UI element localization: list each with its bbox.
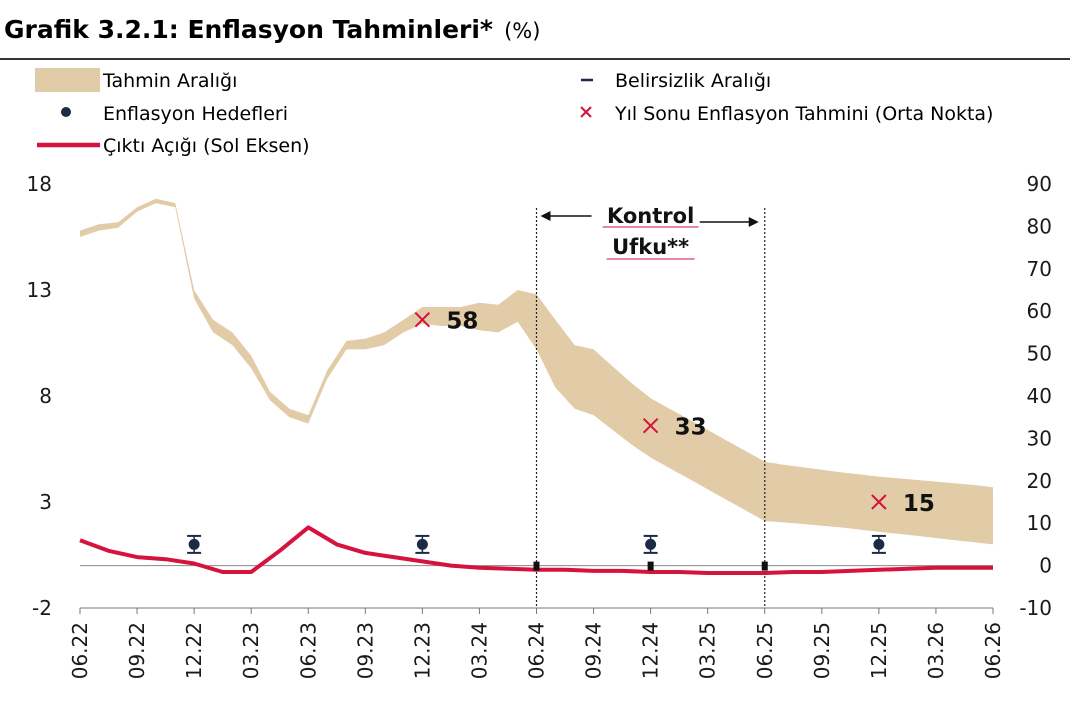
axes: 18 13 8 3 -2 90 80 70 60 50 40 30 20 10 0 -10 06.22 09.22… [27, 172, 1052, 679]
x-axis-tick-label: 09.25 [810, 622, 834, 679]
inflation-targets [187, 534, 886, 554]
left-axis-tick-label: -2 [32, 596, 52, 620]
right-axis-tick-label: 70 [1027, 257, 1052, 281]
control-horizon: Kontrol Ufku** [535, 204, 766, 608]
forecast-marker [642, 417, 659, 434]
right-axis-tick-label: 10 [1027, 511, 1052, 535]
x-axis-tick-label: 06.22 [68, 622, 92, 679]
chart-title: Grafik 3.2.1: Enflasyon Tahminleri* (%) [4, 15, 540, 44]
target-point [188, 538, 200, 550]
left-axis-tick-label: 8 [39, 384, 52, 408]
forecast-value-label: 58 [446, 309, 478, 335]
uncertainty-markers [533, 561, 768, 571]
x-axis-tick-label: 06.24 [525, 622, 549, 679]
legend-band-label: Tahmin Aralığı [102, 70, 237, 92]
uncertainty-marker [533, 561, 540, 571]
legend-band-swatch [35, 68, 100, 92]
forecast-band-area [80, 198, 993, 545]
right-axis-tick-label: 90 [1027, 172, 1052, 196]
legend-forecast-swatch [580, 106, 592, 118]
forecast-value-label: 33 [675, 415, 707, 441]
right-axis-tick-label: 40 [1027, 384, 1052, 408]
right-axis-tick-label: 30 [1027, 426, 1052, 450]
right-axis-tick-label: 20 [1027, 469, 1052, 493]
x-axis-tick-label: 12.23 [410, 622, 434, 679]
control-horizon-label-line2: Ufku** [612, 235, 689, 259]
control-arrow-left-head [540, 211, 551, 221]
legend-uncertainty-label: Belirsizlik Aralığı [615, 70, 771, 92]
x-axis-tick-label: 03.25 [696, 622, 720, 679]
forecast-band [80, 198, 993, 545]
uncertainty-marker [647, 561, 654, 571]
right-axis-tick-label: 0 [1039, 554, 1052, 578]
forecast-value-label: 15 [903, 491, 935, 517]
left-axis-tick-label: 13 [27, 278, 52, 302]
forecast-marker [414, 311, 431, 328]
right-axis-tick-label: 80 [1027, 214, 1052, 238]
legend: Tahmin Aralığı Belirsizlik Aralığı Enfla… [35, 68, 993, 157]
right-axis-tick-label: 60 [1027, 299, 1052, 323]
x-axis-tick-label: 06.25 [753, 622, 777, 679]
x-axis-tick-label: 09.23 [353, 622, 377, 679]
x-axis-tick-label: 09.22 [125, 622, 149, 679]
legend-targets-label: Enflasyon Hedefleri [103, 103, 288, 125]
forecast-marker [871, 494, 887, 510]
control-arrow-right-head [748, 217, 759, 227]
x-axis-tick-label: 06.26 [981, 622, 1005, 679]
legend-forecast-label: Yıl Sonu Enflasyon Tahmini (Orta Nokta) [614, 103, 993, 125]
target-point [645, 538, 657, 550]
uncertainty-marker [761, 561, 768, 571]
x-axis-tick-label: 12.22 [182, 622, 206, 679]
x-axis-tick-label: 03.24 [467, 622, 491, 679]
right-axis-tick-label: 50 [1027, 342, 1052, 366]
x-axis-tick-label: 03.26 [924, 622, 948, 679]
x-axis-tick-label: 12.24 [639, 622, 663, 679]
x-axis-tick-label: 12.25 [867, 622, 891, 679]
right-axis-tick-label: -10 [1019, 596, 1052, 620]
legend-targets-swatch [61, 107, 71, 117]
legend-output-gap-label: Çıktı Açığı (Sol Eksen) [103, 135, 310, 157]
x-axis-tick-label: 06.23 [296, 622, 320, 679]
target-point [873, 538, 885, 550]
x-axis-tick-label: 09.24 [582, 622, 606, 679]
left-axis-tick-label: 3 [39, 490, 52, 514]
control-horizon-label-line1: Kontrol [607, 204, 694, 228]
x-axis-tick-label: 03.23 [239, 622, 263, 679]
year-end-forecasts: 58 33 15 [414, 309, 935, 517]
target-point [416, 538, 428, 550]
left-axis-tick-label: 18 [27, 172, 52, 196]
